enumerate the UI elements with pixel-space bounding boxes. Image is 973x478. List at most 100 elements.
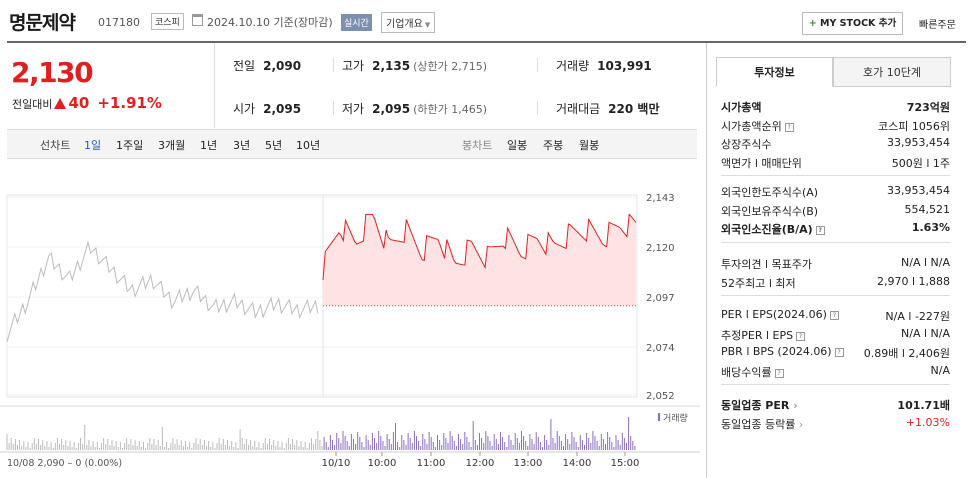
diff-label: 전일대비 [12, 98, 53, 111]
intraday-chart: 2,143 2,120 2,097 2,074 2,052 거래량 10/10 10:00 11… [0, 193, 700, 469]
invest-panel [706, 43, 967, 478]
invest-row-label: 52주최고 l 최저 [721, 276, 796, 290]
help-icon[interactable]: ? [796, 331, 806, 341]
invest-row-label: 액면가 l 매매단위 [721, 156, 802, 170]
x-tick-label: 13:00 [514, 458, 543, 469]
calendar-icon [192, 14, 203, 26]
tab-weekly-candle[interactable]: 주봉 [543, 139, 564, 152]
invest-row-label: PBR l BPS (2024.06)? [721, 345, 844, 358]
tab-invest-info[interactable]: 투자정보 [716, 57, 833, 87]
plus-icon: + [808, 18, 817, 29]
invest-row-value: 101.71배 [897, 399, 950, 412]
tab-monthly-candle[interactable]: 월봉 [579, 139, 600, 152]
add-mystock-label: MY STOCK 추가 [820, 18, 897, 29]
x-tick-label: 11:00 [417, 458, 446, 469]
tab-1day[interactable]: 1일 [84, 139, 102, 152]
prev-day-line [6, 240, 319, 343]
y-tick-label: 2,052 [646, 391, 675, 402]
header-divider [7, 41, 966, 43]
price-diff: 전일대비 40 +1.91% [12, 94, 162, 112]
invest-row-value: +1.03% [905, 415, 950, 429]
help-icon[interactable]: ? [784, 122, 794, 132]
invest-row-label: 동일업종 등락률 › [721, 417, 804, 431]
tab-order-book[interactable]: 호가 10단계 [833, 57, 951, 87]
trade-amount: 거래대금 220 백만 [556, 102, 660, 116]
y-tick-label: 2,143 [646, 193, 675, 204]
invest-row-label: 외국인한도주식수(A) [721, 186, 819, 199]
price-box [7, 43, 215, 128]
prev-day-label: 10/08 2,090 – 0 (0.00%) [7, 458, 122, 469]
invest-row-label: 추정PER l EPS? [721, 327, 806, 343]
company-info-label: 기업개요 [386, 19, 423, 30]
open-price: 시가 2,095 [233, 102, 302, 116]
divider [537, 101, 538, 115]
low-price: 저가 2,095 (하한가 1,465) [342, 102, 487, 116]
invest-row-label: 투자의견 l 목표주가 [721, 258, 813, 271]
volume-legend-swatch [658, 413, 660, 421]
help-icon[interactable]: ? [834, 348, 844, 357]
realtime-button[interactable]: 실시간 [341, 14, 372, 31]
invest-row-value: 33,953,454 [887, 136, 950, 149]
y-tick-label: 2,097 [646, 293, 675, 304]
price-area [323, 214, 636, 306]
tab-1week[interactable]: 1주일 [116, 139, 144, 152]
help-icon[interactable]: ? [815, 226, 825, 235]
invest-row-value: 코스피 1056위 [878, 119, 950, 133]
invest-row-label: 외국인소진율(B/A)? [721, 221, 825, 237]
y-tick-label: 2,120 [646, 243, 675, 254]
quote-date: 2024.10.10 기준(장마감) [207, 16, 333, 29]
chevron-right-icon: › [795, 417, 804, 431]
invest-row-label: 상장주식수 [721, 138, 772, 151]
line-chart-label: 선차트 [40, 139, 71, 152]
volume-legend: 거래량 [663, 412, 688, 424]
current-price: 2,130 [11, 56, 94, 89]
invest-row-value: N/A l N/A [901, 326, 950, 340]
stock-code: 017180 [98, 16, 140, 29]
x-tick-label: 10/10 [322, 458, 351, 469]
tab-5year[interactable]: 5년 [265, 139, 283, 152]
company-info-dropdown[interactable]: 기업개요 ▼ [381, 12, 436, 33]
candle-chart-label: 봉차트 [462, 139, 493, 152]
invest-row-value: 1.63% [911, 221, 950, 234]
invest-row-label: 외국인보유주식수(B) [721, 204, 819, 218]
tab-10year[interactable]: 10년 [296, 139, 321, 152]
invest-row-value: N/A l N/A [901, 256, 950, 269]
invest-row-label: 시가총액 [721, 101, 762, 114]
invest-row-value: 723억원 [906, 101, 950, 114]
x-tick-label: 10:00 [368, 458, 397, 469]
invest-row-value: 33,953,454 [887, 184, 950, 197]
chevron-right-icon: › [789, 399, 798, 412]
y-tick-label: 2,074 [646, 343, 675, 354]
invest-row-value: 2,970 l 1,888 [876, 274, 950, 288]
stock-name: 명문제약 [9, 12, 76, 34]
x-tick-label: 12:00 [466, 458, 495, 469]
tab-daily-candle[interactable]: 일봉 [507, 139, 528, 152]
divider [333, 101, 334, 115]
market-badge: 코스피 [151, 13, 184, 30]
up-arrow-icon [54, 98, 67, 109]
volume: 거래량 103,991 [556, 59, 652, 73]
plot-frame [6, 194, 638, 398]
invest-row-value: N/A l -227원 [885, 310, 950, 323]
today-price-line [322, 213, 637, 281]
invest-row-label: PER l EPS(2024.06)? [721, 308, 839, 321]
add-mystock-button[interactable]: + MY STOCK 추가 [802, 12, 903, 35]
help-icon[interactable]: ? [829, 311, 839, 320]
tab-1year[interactable]: 1년 [200, 139, 218, 152]
diff-pct: +1.91% [97, 94, 162, 112]
divider [537, 58, 538, 72]
help-icon[interactable]: ? [774, 368, 784, 378]
high-price: 고가 2,135 (상한가 2,715) [342, 59, 487, 73]
x-tick-label: 15:00 [611, 458, 640, 469]
tab-3month[interactable]: 3개월 [158, 139, 186, 152]
chevron-down-icon: ▼ [424, 21, 431, 29]
x-tick-label: 14:00 [563, 458, 592, 469]
invest-row-value: 0.89배 l 2,406원 [863, 347, 950, 360]
section-divider [721, 384, 950, 385]
section-divider [721, 175, 950, 176]
section-divider [721, 241, 950, 243]
chart-period-tabs [7, 129, 697, 159]
quick-order-button[interactable]: 빠른주문 [919, 20, 956, 31]
tab-3year[interactable]: 3년 [233, 139, 251, 152]
invest-row-label: 배당수익률? [721, 364, 784, 380]
